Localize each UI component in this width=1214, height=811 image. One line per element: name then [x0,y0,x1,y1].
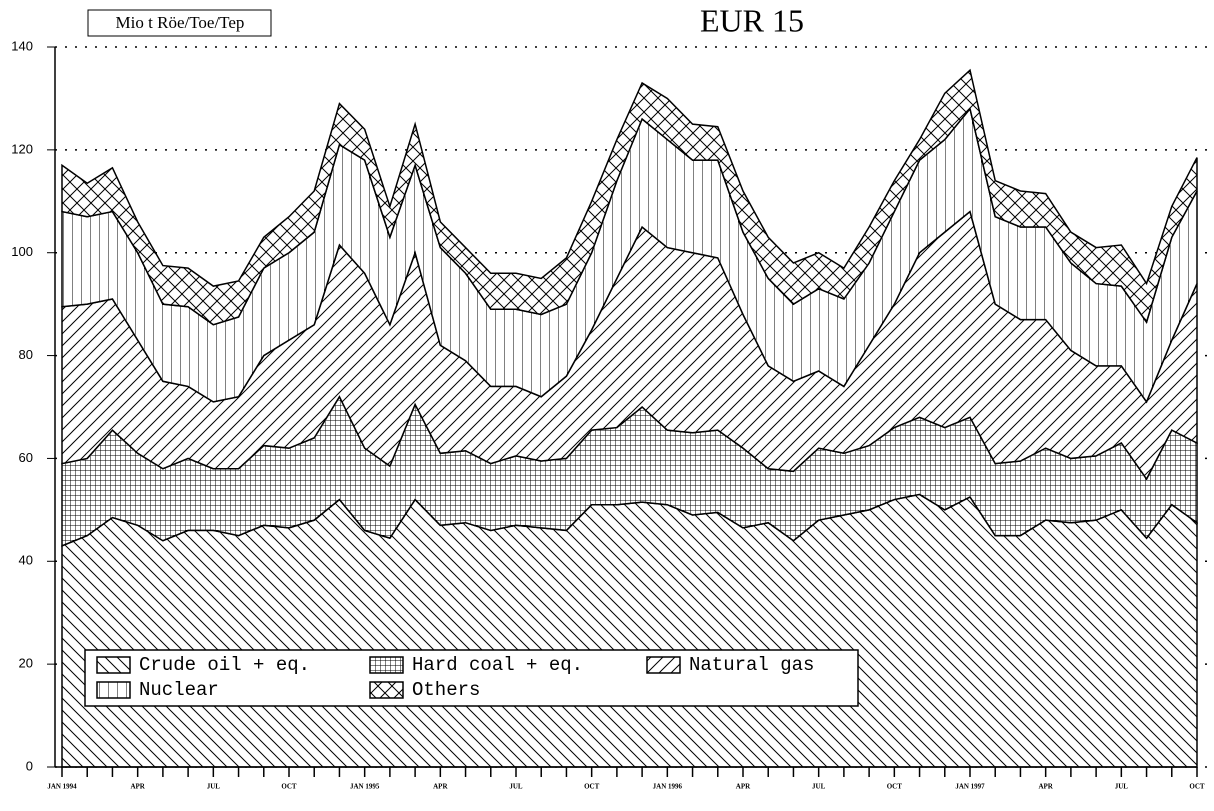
y-axis-label: Mio t Röe/Toe/Tep [116,13,245,32]
y-tick-label: 120 [11,141,33,156]
legend-label: Crude oil + eq. [139,654,310,676]
legend-box [84,649,859,707]
legend-swatch [369,656,404,674]
y-tick-label: 80 [19,347,33,362]
y-tick-label: 60 [19,450,33,465]
legend-label: Others [412,679,480,701]
x-tick-label: JUL [812,783,826,791]
legend-swatch [646,656,681,674]
y-tick-label: 20 [19,656,33,671]
x-tick-label: APR [1038,783,1053,791]
y-tick-label: 140 [11,38,33,53]
x-tick-label: OCT [281,783,297,791]
legend-label: Hard coal + eq. [412,654,583,676]
x-tick-label: JUL [509,783,523,791]
x-tick-label: JAN 1994 [47,783,77,791]
x-tick-label: OCT [887,783,903,791]
legend-swatch [369,681,404,699]
x-tick-label: JAN 1997 [955,783,985,791]
x-tick-label: JUL [1115,783,1129,791]
x-tick-label: JAN 1996 [653,783,683,791]
x-tick-label: OCT [1189,783,1205,791]
x-tick-label: APR [130,783,145,791]
legend-label: Nuclear [139,679,219,701]
y-tick-label: 40 [19,553,33,568]
x-tick-label: JAN 1995 [350,783,380,791]
x-tick-label: APR [433,783,448,791]
area [61,493,1198,768]
legend-label: Natural gas [689,654,814,676]
chart-title: EUR 15 [700,2,804,38]
y-tick-label: 0 [26,758,33,773]
x-tick-label: APR [736,783,751,791]
x-tick-label: JUL [207,783,221,791]
legend-swatch [96,681,131,699]
legend-swatch [96,656,131,674]
y-label-box [87,9,272,37]
y-tick-label: 100 [11,244,33,259]
x-tick-label: OCT [584,783,600,791]
area [61,68,1198,326]
